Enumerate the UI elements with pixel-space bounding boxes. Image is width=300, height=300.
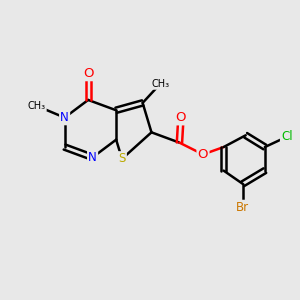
Text: N: N xyxy=(88,151,97,164)
Text: CH₃: CH₃ xyxy=(28,101,46,111)
Text: O: O xyxy=(198,148,208,161)
Text: Br: Br xyxy=(236,201,249,214)
Text: CH₃: CH₃ xyxy=(151,79,169,89)
Text: N: N xyxy=(60,111,69,124)
Text: S: S xyxy=(118,152,126,165)
Text: Cl: Cl xyxy=(281,130,293,143)
Text: O: O xyxy=(83,67,93,80)
Text: O: O xyxy=(176,111,186,124)
